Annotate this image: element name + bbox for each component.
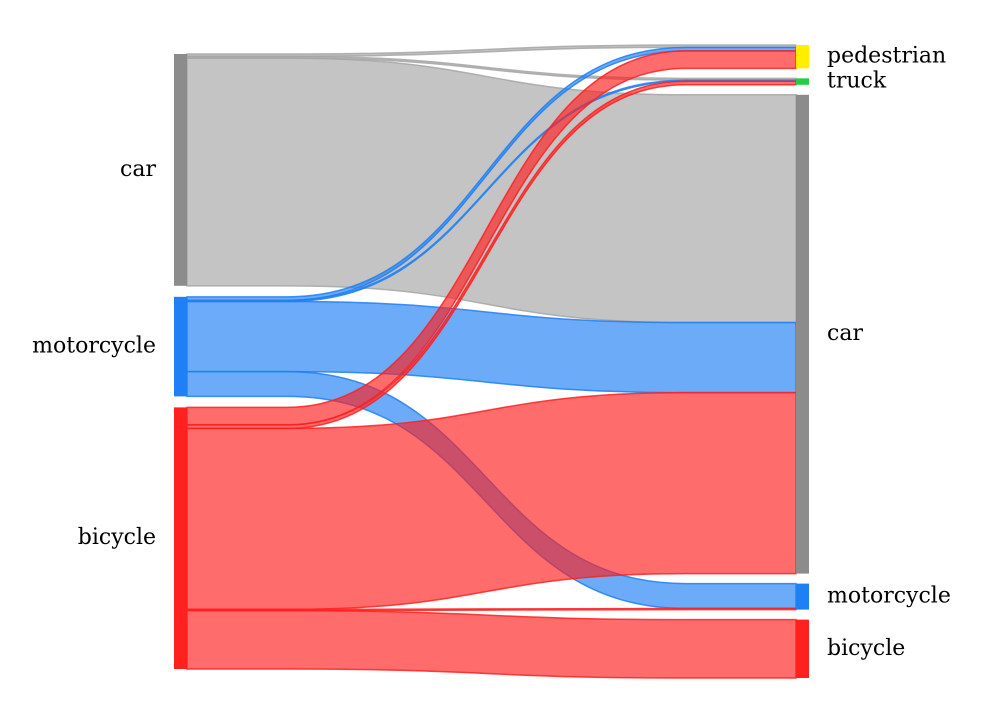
label-left-bicycle: bicycle: [78, 525, 156, 550]
label-left-car: car: [120, 157, 156, 182]
flow-bicycle-to-bicycle: [186, 609, 797, 679]
label-left-motorcycle: motorcycle: [32, 334, 156, 359]
flow-links: [186, 44, 797, 679]
node-right-car: [796, 94, 809, 574]
node-right-truck: [796, 78, 809, 85]
flow-car-to-car: [186, 57, 797, 324]
label-right-motorcycle: motorcycle: [827, 584, 951, 609]
node-right-motorcycle: [796, 583, 809, 610]
node-left-bicycle: [174, 407, 187, 669]
label-right-truck: truck: [827, 69, 887, 94]
label-right-bicycle: bicycle: [827, 636, 905, 661]
node-left-motorcycle: [174, 296, 187, 397]
node-left-car: [174, 54, 187, 286]
flow-bicycle-to-truck: [186, 80, 797, 430]
label-right-pedestrian: pedestrian: [827, 44, 946, 69]
label-right-car: car: [827, 321, 863, 346]
node-right-bicycle: [796, 619, 809, 678]
node-bars: [174, 45, 809, 678]
node-right-pedestrian: [796, 45, 809, 69]
